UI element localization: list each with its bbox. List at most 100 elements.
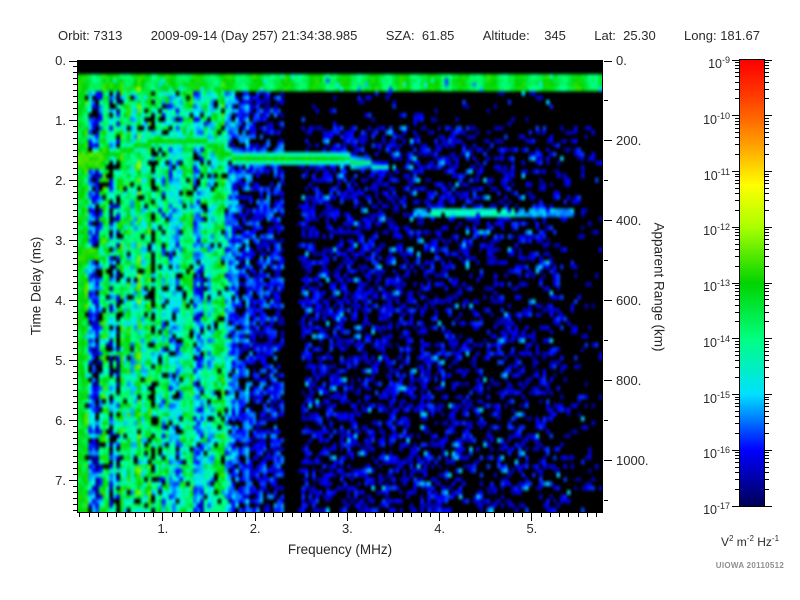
colorbar-minor-tick xyxy=(765,179,769,181)
colorbar-minor-tick xyxy=(765,98,769,100)
colorbar-tick xyxy=(732,171,739,172)
colorbar-tick xyxy=(732,59,739,61)
x-axis-minor-tick xyxy=(393,513,394,517)
x-axis-minor-tick xyxy=(512,513,514,517)
colorbar-tick-label: 10-11 xyxy=(703,166,730,183)
colorbar-minor-tick xyxy=(735,350,739,352)
y-axis-tick-label: 0. xyxy=(55,53,66,68)
x-axis-label-frequency: Frequency (MHz) xyxy=(287,542,393,557)
y-axis-tick xyxy=(69,300,77,302)
colorbar-tick xyxy=(765,171,772,172)
colorbar-tick-label: 10-14 xyxy=(703,333,730,350)
colorbar-minor-tick xyxy=(735,265,739,267)
colorbar-minor-tick xyxy=(765,248,769,250)
x-axis-minor-tick xyxy=(540,513,542,517)
colorbar-minor-tick xyxy=(765,304,769,306)
y-axis-tick-label: 4. xyxy=(55,292,66,308)
colorbar-minor-tick xyxy=(765,355,769,357)
colorbar-minor-tick xyxy=(735,193,739,195)
colorbar-tick xyxy=(732,338,739,340)
colorbar-minor-tick xyxy=(765,88,769,90)
x-axis-minor-tick xyxy=(420,513,422,517)
x-axis-minor-tick xyxy=(291,513,293,517)
colorbar-minor-tick xyxy=(735,291,739,293)
colorbar-minor-tick xyxy=(765,458,769,460)
x-axis-minor-tick xyxy=(97,513,99,517)
x-axis-minor-tick xyxy=(226,513,228,517)
colorbar-minor-tick xyxy=(735,187,739,189)
range-axis-minor-tick xyxy=(604,180,608,182)
colorbar-minor-tick xyxy=(765,232,769,234)
range-axis-minor-tick xyxy=(604,420,608,422)
y-axis-minor-tick xyxy=(73,330,77,332)
y-axis-minor-tick xyxy=(73,264,77,266)
x-axis-minor-tick xyxy=(429,513,431,517)
colorbar-minor-tick xyxy=(765,466,769,468)
colorbar-minor-tick xyxy=(765,399,769,401)
colorbar-minor-tick xyxy=(735,137,739,139)
colorbar-minor-tick xyxy=(765,416,769,418)
colorbar-minor-tick xyxy=(735,396,739,398)
y-axis-minor-tick xyxy=(73,258,77,260)
y-axis-minor-tick xyxy=(73,294,77,296)
y-axis-minor-tick xyxy=(73,96,77,98)
colorbar-tick xyxy=(732,282,739,284)
colorbar-minor-tick xyxy=(735,458,739,460)
x-axis-minor-tick xyxy=(595,513,597,517)
colorbar-minor-tick xyxy=(735,311,739,313)
range-axis-tick xyxy=(604,460,612,462)
x-axis-tick-label: 1. xyxy=(157,521,169,536)
colorbar-minor-tick xyxy=(765,367,769,369)
header-field: 2009-09-14 (Day 257) 21:34:38.985 xyxy=(150,28,358,43)
colorbar-minor-tick xyxy=(735,64,739,66)
colorbar-minor-tick xyxy=(765,396,769,398)
colorbar-minor-tick xyxy=(765,117,769,119)
x-axis-tick-label: 2. xyxy=(249,521,261,536)
x-axis-minor-tick xyxy=(337,513,339,517)
y-axis-minor-tick xyxy=(73,498,77,500)
y-axis-minor-tick xyxy=(73,234,77,236)
y-axis-minor-tick xyxy=(73,174,77,176)
colorbar-minor-tick xyxy=(765,452,769,454)
y-axis-minor-tick xyxy=(73,270,77,272)
y-axis-minor-tick xyxy=(73,504,77,506)
y-axis-minor-tick xyxy=(73,126,77,128)
y-axis-minor-tick xyxy=(73,342,77,344)
y-axis-label-apparent-range: Apparent Range (km) xyxy=(651,222,667,352)
colorbar-minor-tick xyxy=(765,360,769,362)
colorbar-tick xyxy=(732,115,739,117)
y-axis-minor-tick xyxy=(73,438,77,440)
x-axis-minor-tick xyxy=(328,513,330,517)
y-axis-minor-tick xyxy=(73,138,77,140)
colorbar-tick xyxy=(732,449,739,451)
x-axis-minor-tick xyxy=(309,513,311,517)
header-field: SZA: 61.85 xyxy=(385,28,455,43)
colorbar-minor-tick xyxy=(735,455,739,457)
range-axis-tick-label: 400. xyxy=(616,212,642,228)
y-axis-minor-tick xyxy=(73,396,77,398)
y-axis-minor-tick xyxy=(73,102,77,104)
colorbar-minor-tick xyxy=(765,294,769,296)
colorbar-minor-tick xyxy=(735,399,739,401)
colorbar-minor-tick xyxy=(735,410,739,412)
colorbar-minor-tick xyxy=(765,193,769,195)
y-axis-tick-label: 6. xyxy=(55,412,66,428)
colorbar-minor-tick xyxy=(735,132,739,134)
x-axis-minor-tick xyxy=(559,513,561,517)
colorbar-minor-tick xyxy=(735,81,739,83)
x-axis-minor-tick xyxy=(180,513,182,517)
y-axis-minor-tick xyxy=(73,414,77,416)
y-axis-minor-tick xyxy=(73,486,77,488)
colorbar-minor-tick xyxy=(735,321,739,323)
y-axis-minor-tick xyxy=(73,390,77,392)
colorbar-minor-tick xyxy=(735,471,739,473)
colorbar-minor-tick xyxy=(735,120,739,122)
y-axis-minor-tick xyxy=(73,318,77,320)
x-axis-minor-tick xyxy=(586,513,588,517)
colorbar-minor-tick xyxy=(735,360,739,362)
colorbar-minor-tick xyxy=(765,235,769,237)
x-axis-tick xyxy=(346,513,348,521)
y-axis-minor-tick xyxy=(73,372,77,374)
y-axis-tick xyxy=(69,420,77,422)
range-axis-minor-tick xyxy=(604,340,608,342)
